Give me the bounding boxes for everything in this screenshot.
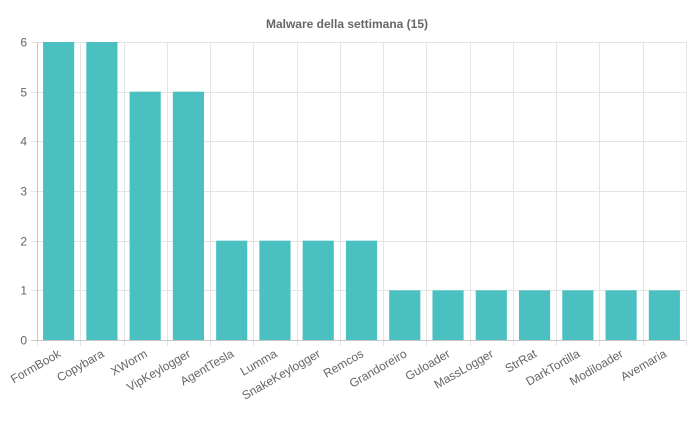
bar (389, 290, 421, 340)
bar (432, 290, 464, 340)
bars (43, 42, 680, 341)
bar (43, 42, 75, 340)
bar (216, 240, 248, 340)
bar (562, 290, 594, 340)
y-tick-label: 1 (20, 284, 27, 298)
y-tick-label: 5 (20, 86, 27, 100)
x-tick-label: FormBook (8, 346, 64, 386)
y-tick-label: 6 (20, 36, 27, 50)
x-tick-label: SnakeKeylogger (239, 346, 322, 402)
bar (86, 42, 118, 340)
bar (475, 290, 507, 340)
x-tick-label: Avemaria (618, 346, 669, 384)
bar (648, 290, 680, 340)
bar (172, 91, 205, 341)
chart-title: Malware della settimana (15) (266, 17, 428, 31)
bar (605, 290, 637, 340)
y-tick-labels: 0 1 2 3 4 5 6 (20, 36, 27, 348)
y-tick-label: 2 (20, 235, 27, 249)
y-tick-label: 4 (20, 135, 27, 149)
axes (31, 42, 686, 341)
bar (302, 240, 334, 340)
x-tick-label: Copybara (54, 346, 106, 384)
bar (518, 290, 551, 340)
y-tick-label: 3 (20, 185, 27, 199)
bar (129, 91, 161, 341)
bar (345, 240, 378, 340)
y-tick-label: 0 (20, 334, 27, 348)
bar (259, 240, 291, 340)
